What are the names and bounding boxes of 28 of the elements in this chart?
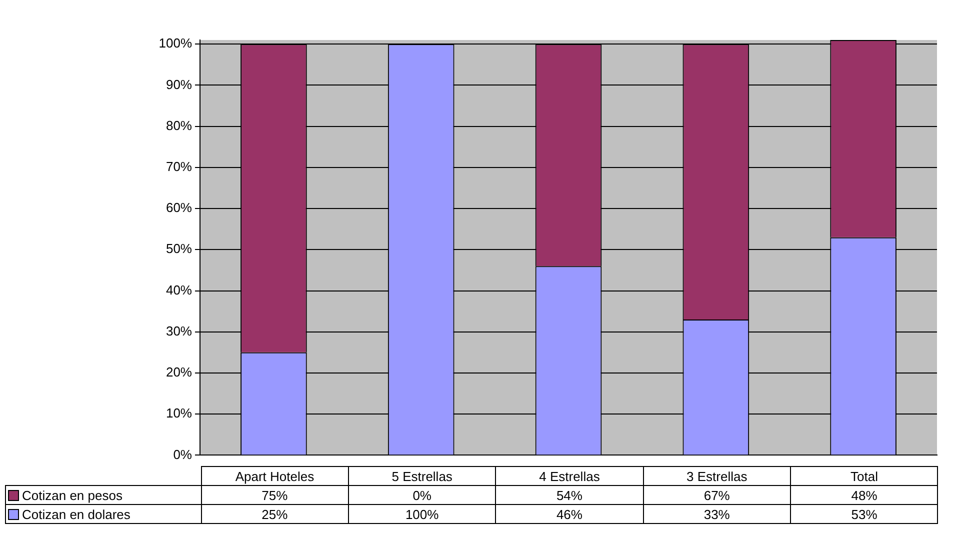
- data-label: 67%: [643, 486, 791, 504]
- legend-label: Cotizan en pesos: [6, 486, 201, 504]
- data-label: 25%: [201, 504, 348, 524]
- y-tick-label: 20%: [166, 364, 192, 380]
- data-label: 33%: [643, 504, 791, 524]
- data-label: 54%: [496, 486, 644, 504]
- data-label: 100%: [348, 504, 496, 524]
- y-tick-label: 0%: [173, 446, 192, 462]
- legend-label: Cotizan en dolares: [6, 504, 201, 524]
- y-tick-label: 50%: [166, 241, 192, 256]
- x-tick-label: 4 Estrellas: [496, 466, 644, 486]
- y-tick-label: 90%: [166, 76, 192, 92]
- data-label: 53%: [790, 504, 938, 524]
- data-label: 46%: [496, 504, 644, 524]
- y-tick-label: 70%: [166, 159, 192, 174]
- y-tick-label: 100%: [158, 36, 192, 51]
- data-label: 0%: [348, 486, 496, 504]
- y-tick-label: 40%: [166, 282, 192, 298]
- x-tick-label: Total: [790, 466, 938, 486]
- x-tick-label: 5 Estrellas: [348, 466, 496, 486]
- y-tick-label: 10%: [166, 406, 192, 421]
- x-tick-label: 3 Estrellas: [643, 466, 791, 486]
- y-tick-label: 60%: [166, 200, 192, 216]
- data-label: 48%: [790, 486, 938, 504]
- data-label: 75%: [201, 486, 348, 504]
- y-tick-label: 80%: [166, 118, 192, 133]
- y-tick-label: 30%: [166, 323, 192, 338]
- x-tick-label: Apart Hoteles: [201, 466, 348, 486]
